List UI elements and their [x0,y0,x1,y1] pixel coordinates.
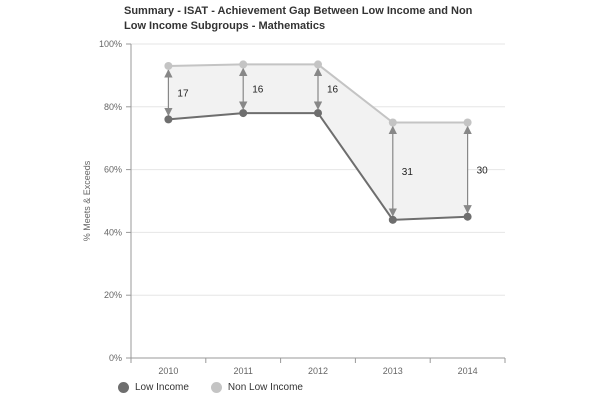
data-point-low-income-2012 [314,109,322,118]
y-tick-label: 40% [104,227,122,237]
data-point-low-income-2013 [388,215,397,224]
chart-title-line-1: Summary - ISAT - Achievement Gap Between… [124,5,473,17]
y-tick-label: 100% [99,39,122,49]
legend-item-low-income[interactable]: Low Income [118,382,189,393]
legend-label-non-low-income: Non Low Income [227,382,303,393]
data-point-non-low-income-2013 [388,118,397,127]
gap-label-2011: 16 [252,85,264,96]
gap-label-2012: 16 [327,85,339,96]
data-point-non-low-income-2012 [314,60,322,69]
y-axis-label: % Meets & Exceeds [82,160,92,241]
x-tick-label-2013: 2013 [383,366,403,376]
data-point-low-income-2010 [164,115,173,124]
legend-marker-low-income [118,382,129,393]
y-tick-label: 80% [104,102,122,112]
legend-item-non-low-income[interactable]: Non Low Income [210,382,303,393]
data-point-non-low-income-2011 [239,60,248,69]
legend-label-low-income: Low Income [135,382,189,393]
data-point-low-income-2014 [463,212,472,221]
x-tick-label-2010: 2010 [158,366,178,376]
data-point-non-low-income-2014 [463,118,472,127]
chart-title: Summary - ISAT - Achievement Gap Between… [124,4,524,34]
x-tick-label-2012: 2012 [308,366,328,376]
data-point-low-income-2011 [239,109,248,118]
legend-marker-non-low-income [210,382,222,393]
chart-title-line-2: Low Income Subgroups - Mathematics [124,20,326,32]
gap-label-2013: 31 [402,167,414,178]
y-tick-label: 20% [104,290,122,300]
gap-label-2010: 17 [177,89,189,100]
x-tick-label-2014: 2014 [458,366,478,376]
chart-legend: Low Income Non Low Income [118,382,303,393]
x-tick-label-2011: 2011 [234,366,253,376]
gap-label-2014: 30 [477,166,489,177]
data-point-non-low-income-2010 [164,61,173,70]
y-tick-label: 60% [104,165,122,175]
y-tick-label: 0% [109,353,122,363]
